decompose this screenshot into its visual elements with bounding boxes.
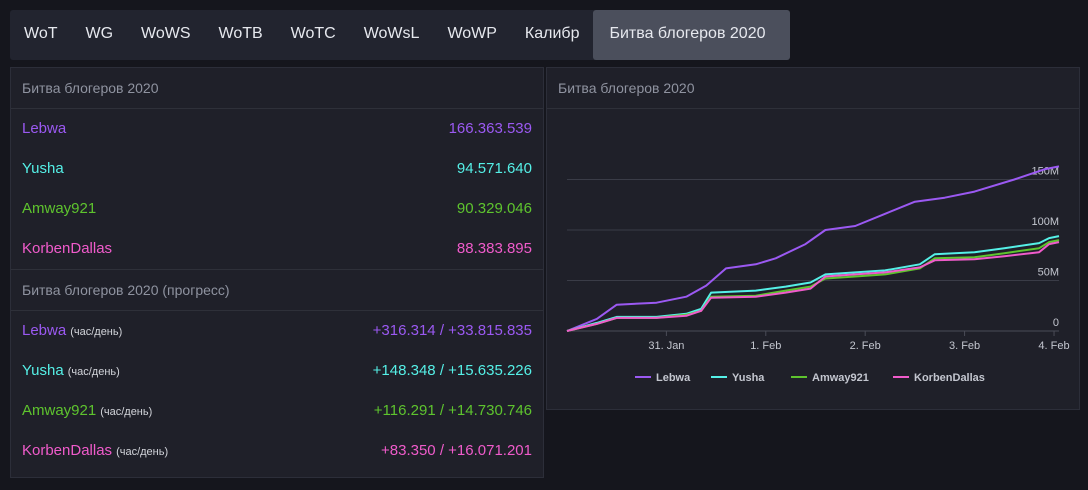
legend-label: Yusha [732, 372, 765, 384]
totals-list: Lebwa 166.363.539 Yusha 94.571.640 Amway… [11, 109, 543, 269]
chart-panel: Битва блогеров 2020 0 50M 100M 150M 31. Jan 1… [546, 67, 1080, 410]
totals-row-yusha: Yusha 94.571.640 [11, 149, 543, 189]
player-progress: +148.348 / +15.635.226 [372, 362, 532, 379]
legend-label: Amway921 [812, 372, 869, 384]
player-name-group: KorbenDallas (час/день) [22, 431, 168, 471]
player-progress: +83.350 / +16.071.201 [381, 442, 532, 459]
x-tick-label: 3. Feb [949, 340, 980, 352]
x-tick-label: 1. Feb [750, 340, 781, 352]
progress-row-korbendallas: KorbenDallas (час/день) +83.350 / +16.071… [11, 431, 543, 471]
player-progress: +116.291 / +14.730.746 [373, 402, 532, 419]
player-total: 90.329.046 [456, 200, 532, 217]
tab-kalibr[interactable]: Калибр [524, 25, 580, 42]
totals-row-amway921: Amway921 90.329.046 [11, 189, 543, 229]
player-progress: +316.314 / +33.815.835 [372, 322, 532, 339]
series-line-korbendallas [566, 241, 1060, 332]
progress-row-yusha: Yusha (час/день) +148.348 / +15.635.226 [11, 351, 543, 391]
progress-section: Битва блогеров 2020 (прогресс) Lebwa (час… [11, 269, 543, 471]
tab-wotb[interactable]: WoTB [218, 25, 263, 42]
totals-title: Битва блогеров 2020 [11, 68, 543, 109]
rate-unit: (час/день) [100, 406, 153, 418]
x-tick-label: 4. Feb [1038, 340, 1069, 352]
progress-row-lebwa: Lebwa (час/день) +316.314 / +33.815.835 [11, 311, 543, 351]
tab-wot[interactable]: WoT [24, 25, 58, 42]
player-name: Amway921 [22, 402, 97, 419]
rate-unit: (час/день) [70, 326, 123, 338]
player-name: Yusha [22, 362, 64, 379]
tab-wotc[interactable]: WoTC [290, 25, 336, 42]
product-tab-bar: WoT WG WoWS WoTB WoTC WoWsL WoWP Калибр … [10, 10, 790, 60]
totals-row-korbendallas: KorbenDallas 88.383.895 [11, 229, 543, 269]
y-tick-label: 50M [1038, 267, 1059, 279]
x-tick-label: 31. Jan [648, 340, 684, 352]
player-name: KorbenDallas [22, 240, 113, 257]
player-total: 94.571.640 [456, 160, 532, 177]
player-name: Yusha [22, 160, 64, 177]
y-tick-label: 100M [1031, 216, 1059, 228]
y-tick-label: 0 [1053, 317, 1059, 329]
series-line-lebwa [566, 165, 1060, 332]
player-total: 88.383.895 [456, 240, 532, 257]
progress-title: Битва блогеров 2020 (прогресс) [11, 270, 543, 311]
player-name: Amway921 [22, 200, 97, 217]
tab-wowsl[interactable]: WoWsL [363, 25, 420, 42]
stats-panel: Битва блогеров 2020 Lebwa 166.363.539 Yu… [10, 67, 544, 478]
totals-row-lebwa: Lebwa 166.363.539 [11, 109, 543, 149]
tab-wowp[interactable]: WoWP [447, 25, 497, 42]
player-name-group: Yusha (час/день) [22, 351, 120, 391]
tab-blogger-battle[interactable]: Битва блогеров 2020 [593, 10, 790, 60]
player-name: Lebwa [22, 322, 67, 339]
chart-title: Битва блогеров 2020 [547, 68, 1079, 109]
rate-unit: (час/день) [67, 366, 120, 378]
legend-label: KorbenDallas [914, 372, 985, 384]
series-line-yusha [566, 235, 1060, 332]
rate-unit: (час/день) [116, 446, 169, 458]
player-total: 166.363.539 [448, 120, 532, 137]
progress-row-amway921: Amway921 (час/день) +116.291 / +14.730.74… [11, 391, 543, 431]
tab-wows[interactable]: WoWS [141, 25, 191, 42]
x-tick-label: 2. Feb [850, 340, 881, 352]
player-name: KorbenDallas [22, 442, 113, 459]
player-name-group: Lebwa (час/день) [22, 311, 122, 351]
tab-wg[interactable]: WG [85, 25, 114, 42]
player-name: Lebwa [22, 120, 67, 137]
legend-label: Lebwa [656, 372, 691, 384]
player-name-group: Amway921 (час/день) [22, 391, 152, 431]
